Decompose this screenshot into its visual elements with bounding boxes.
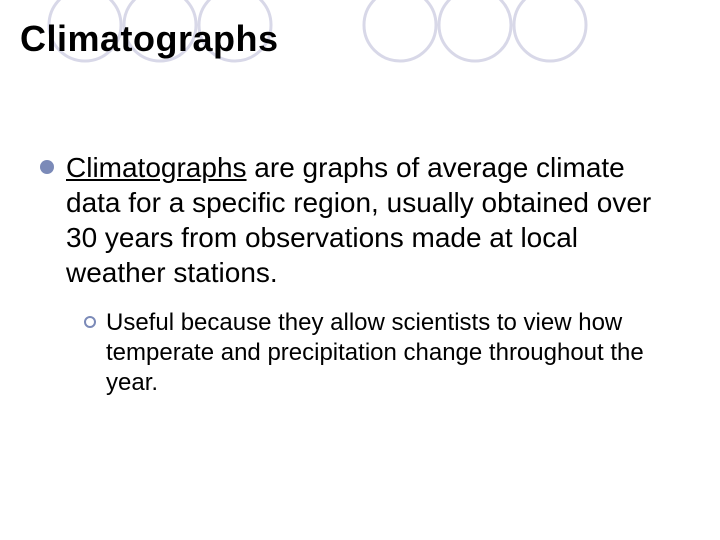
slide-title: Climatographs <box>20 18 279 60</box>
bullet-ring-icon <box>84 316 96 328</box>
bullet-level1-text: Climatographs are graphs of average clim… <box>66 150 680 290</box>
bullet-keyword: Climatographs <box>66 152 247 183</box>
slide-content: Climatographs are graphs of average clim… <box>40 150 680 398</box>
bullet-level1: Climatographs are graphs of average clim… <box>40 150 680 290</box>
bullet-level2-text: Useful because they allow scientists to … <box>106 308 680 398</box>
bullet-level2: Useful because they allow scientists to … <box>84 308 680 398</box>
bullet-dot-icon <box>40 160 54 174</box>
